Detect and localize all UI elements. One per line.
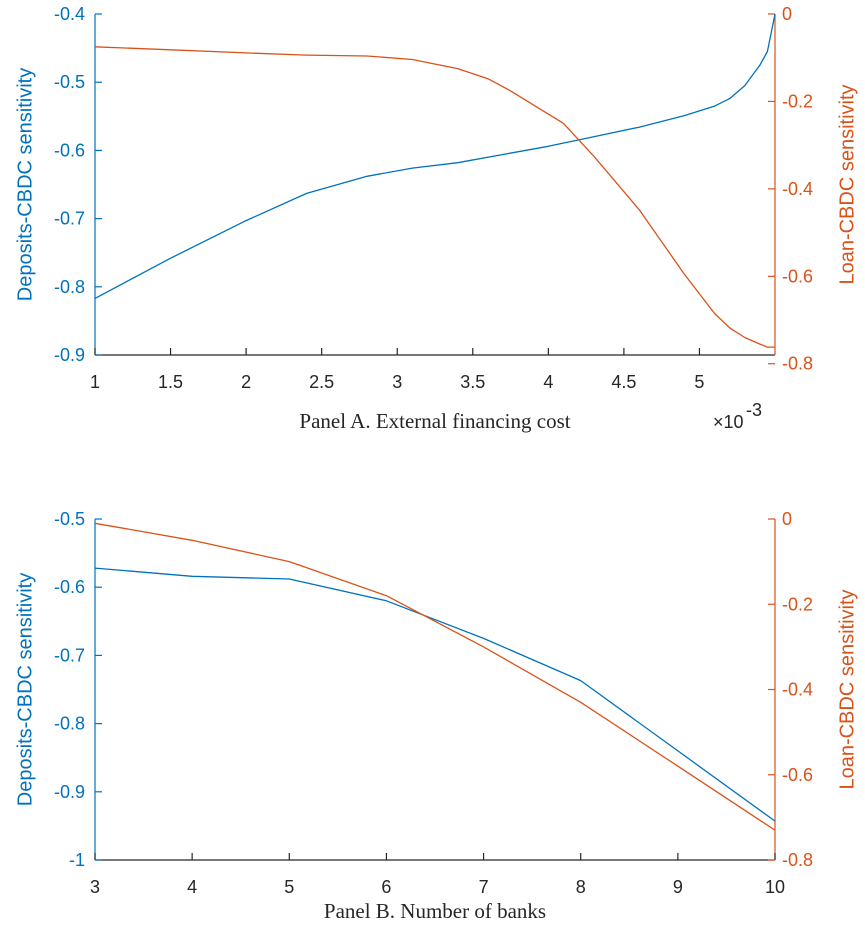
x-tick-label: 1 (90, 372, 100, 392)
deposits-cbdc-series-line (95, 14, 775, 298)
left-y-tick-label: -0.5 (54, 509, 85, 529)
x-tick-label: 7 (479, 877, 489, 897)
left-y-tick-label: -0.9 (54, 345, 85, 365)
left-y-axis-label: Deposits-CBDC sensitivity (14, 68, 36, 301)
left-y-tick-label: -1 (69, 850, 85, 870)
left-y-tick-label: -0.6 (54, 140, 85, 160)
left-y-tick-label: -0.5 (54, 72, 85, 92)
left-y-tick-label: -0.8 (54, 277, 85, 297)
right-y-tick-label: -0.4 (782, 179, 813, 199)
x-tick-label: 5 (694, 372, 704, 392)
left-y-tick-label: -0.9 (54, 782, 85, 802)
left-y-axis-label: Deposits-CBDC sensitivity (14, 573, 36, 806)
panel-a-chart: 1 1.5 2 2.5 3 3.5 4 4.5 5 -0.9 -0.8 -0.7 -0.6 -0.5 -0.… (14, 4, 858, 433)
x-tick-label: 6 (381, 877, 391, 897)
x-tick-label: 8 (576, 877, 586, 897)
x-axis-multiplier: ×10 (713, 412, 744, 432)
x-tick-label: 2.5 (309, 372, 334, 392)
right-y-tick-label: -0.6 (782, 266, 813, 286)
x-axis-label: Panel B. Number of banks (324, 899, 546, 923)
left-y-tick-label: -0.6 (54, 577, 85, 597)
x-tick-label: 9 (673, 877, 683, 897)
left-y-tick-label: -0.4 (54, 4, 85, 24)
right-y-tick-label: -0.6 (782, 765, 813, 785)
x-axis-label: Panel A. External financing cost (299, 409, 570, 433)
right-y-tick-label: -0.2 (782, 594, 813, 614)
x-tick-label: 3 (90, 877, 100, 897)
right-y-axis-label: Loan-CBDC sensitivity (836, 84, 858, 284)
x-axis-multiplier-exponent: -3 (746, 400, 762, 420)
x-tick-label: 2 (241, 372, 251, 392)
x-tick-label: 4 (187, 877, 197, 897)
right-y-tick-label: -0.2 (782, 91, 813, 111)
right-y-tick-label: 0 (782, 4, 792, 24)
x-tick-label: 3 (392, 372, 402, 392)
x-tick-label: 4.5 (611, 372, 636, 392)
loan-cbdc-series-line (95, 47, 775, 347)
right-y-tick-label: 0 (782, 509, 792, 529)
panel-b-chart: 3 4 5 6 7 8 9 10 -1 -0.9 -0.8 -0.7 -0.6 -0.5 -0.8 -0.6 -… (14, 509, 858, 923)
x-tick-label: 10 (765, 877, 785, 897)
deposits-cbdc-series-line (95, 568, 775, 821)
x-tick-label: 4 (543, 372, 553, 392)
x-tick-label: 1.5 (158, 372, 183, 392)
loan-cbdc-series-line (95, 523, 775, 830)
left-y-tick-label: -0.7 (54, 645, 85, 665)
right-y-tick-label: -0.4 (782, 680, 813, 700)
x-tick-label: 3.5 (460, 372, 485, 392)
right-y-tick-label: -0.8 (782, 850, 813, 870)
left-y-tick-label: -0.7 (54, 209, 85, 229)
x-tick-label: 5 (284, 877, 294, 897)
right-y-axis-label: Loan-CBDC sensitivity (836, 589, 858, 789)
left-y-tick-label: -0.8 (54, 714, 85, 734)
right-y-tick-label: -0.8 (782, 354, 813, 374)
